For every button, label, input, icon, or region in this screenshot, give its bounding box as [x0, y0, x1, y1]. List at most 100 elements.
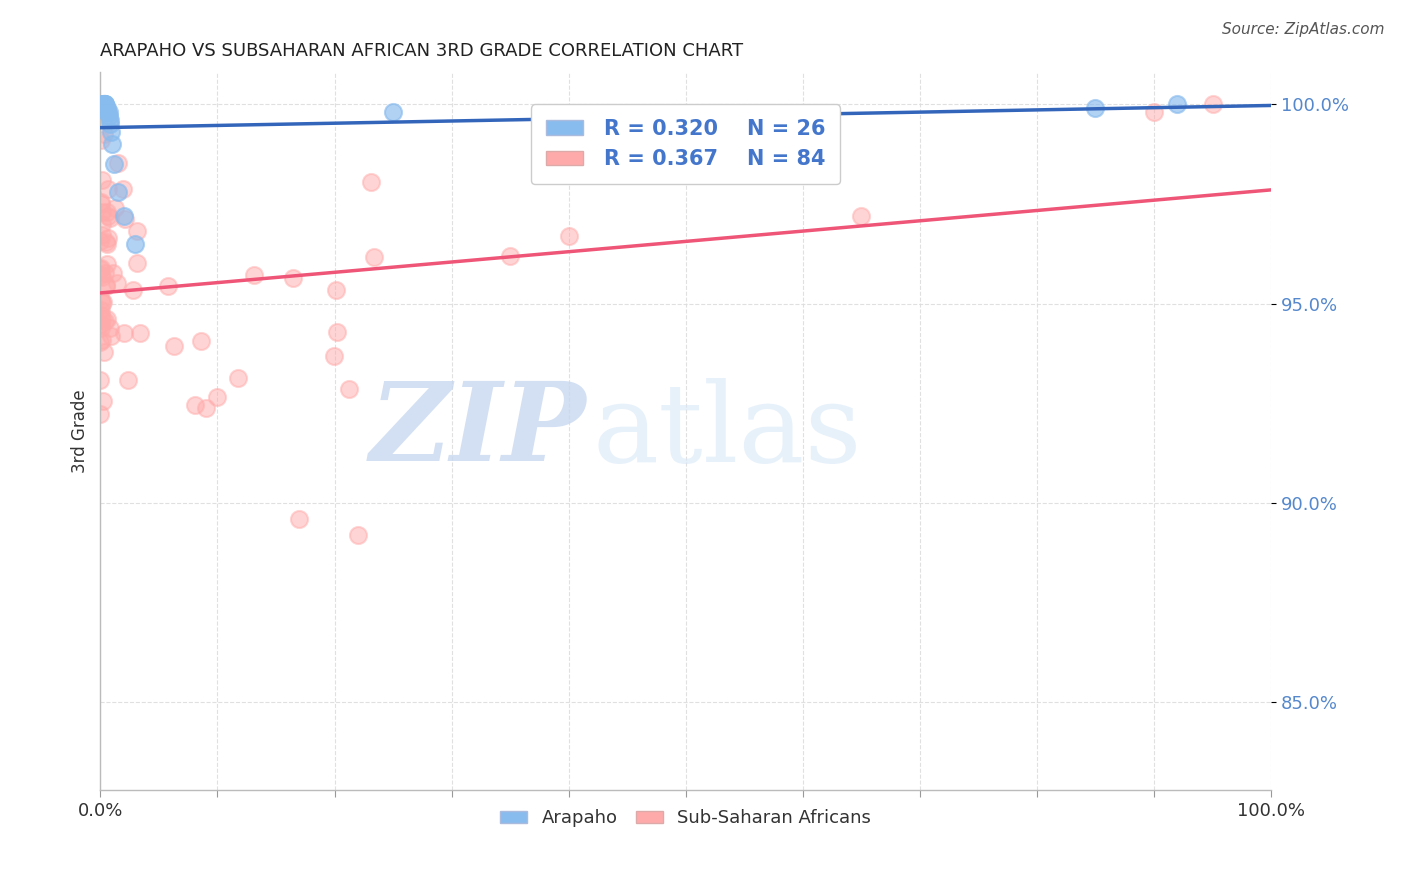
Point: [100, 211, 122, 225]
Point: [93, 97, 115, 112]
Point: [90, 333, 112, 347]
Point: [101, 266, 124, 280]
Point: [94, 278, 117, 293]
Point: [382, 105, 405, 120]
Point: [93, 345, 115, 359]
Point: [125, 256, 148, 270]
Point: [360, 175, 382, 189]
Point: [337, 382, 360, 396]
Point: [90, 309, 112, 323]
Point: [89, 373, 111, 387]
Point: [96, 101, 118, 115]
Point: [96, 257, 118, 271]
Point: [112, 326, 135, 340]
Point: [112, 182, 135, 196]
Point: [1084, 101, 1107, 115]
Point: [93, 97, 115, 112]
Text: ZIP: ZIP: [370, 377, 586, 485]
Point: [96, 101, 118, 115]
Point: [97, 209, 120, 223]
Text: atlas: atlas: [592, 377, 862, 484]
Point: [101, 137, 124, 152]
Point: [323, 349, 346, 363]
Point: [112, 209, 135, 223]
Point: [363, 251, 385, 265]
Point: [93, 97, 115, 112]
Point: [499, 249, 522, 263]
Point: [96, 312, 118, 326]
Point: [90, 317, 112, 331]
Point: [94, 267, 117, 281]
Point: [851, 209, 873, 223]
Point: [94, 314, 117, 328]
Point: [325, 325, 347, 339]
Point: [94, 97, 117, 112]
Y-axis label: 3rd Grade: 3rd Grade: [72, 390, 89, 473]
Point: [194, 401, 217, 415]
Point: [90, 293, 112, 308]
Point: [288, 512, 311, 526]
Legend: Arapaho, Sub-Saharan Africans: Arapaho, Sub-Saharan Africans: [494, 802, 879, 835]
Point: [96, 205, 118, 219]
Point: [97, 105, 120, 120]
Point: [242, 268, 264, 282]
Point: [93, 127, 115, 141]
Point: [127, 224, 149, 238]
Point: [107, 156, 129, 170]
Point: [90, 133, 112, 147]
Point: [96, 105, 118, 120]
Point: [90, 217, 112, 231]
Point: [94, 97, 117, 112]
Point: [163, 339, 186, 353]
Point: [91, 97, 114, 112]
Point: [98, 113, 121, 128]
Point: [91, 393, 114, 408]
Point: [124, 236, 146, 251]
Point: [107, 185, 129, 199]
Text: Source: ZipAtlas.com: Source: ZipAtlas.com: [1222, 22, 1385, 37]
Point: [96, 101, 118, 115]
Point: [91, 97, 114, 112]
Point: [90, 295, 112, 310]
Point: [90, 320, 112, 334]
Point: [89, 335, 111, 350]
Point: [94, 235, 117, 249]
Point: [90, 173, 112, 187]
Point: [557, 228, 579, 243]
Point: [100, 329, 122, 343]
Point: [91, 205, 114, 219]
Point: [207, 390, 229, 404]
Point: [1166, 97, 1188, 112]
Point: [114, 211, 136, 226]
Point: [90, 197, 112, 211]
Text: ARAPAHO VS SUBSAHARAN AFRICAN 3RD GRADE CORRELATION CHART: ARAPAHO VS SUBSAHARAN AFRICAN 3RD GRADE …: [100, 42, 744, 60]
Point: [184, 398, 207, 412]
Point: [103, 157, 125, 171]
Point: [89, 407, 111, 421]
Point: [90, 195, 112, 210]
Point: [347, 528, 370, 542]
Point: [96, 279, 118, 293]
Point: [98, 117, 121, 131]
Point: [94, 97, 117, 112]
Point: [129, 326, 152, 340]
Point: [100, 125, 122, 139]
Point: [90, 302, 112, 317]
Point: [105, 277, 128, 291]
Point: [157, 278, 180, 293]
Point: [89, 234, 111, 248]
Point: [91, 227, 114, 242]
Point: [104, 201, 127, 215]
Point: [283, 271, 305, 285]
Point: [96, 101, 118, 115]
Point: [96, 236, 118, 251]
Point: [117, 373, 139, 387]
Point: [97, 231, 120, 245]
Point: [90, 268, 112, 282]
Point: [325, 284, 347, 298]
Point: [91, 311, 114, 326]
Point: [226, 371, 249, 385]
Point: [98, 320, 121, 334]
Point: [97, 109, 120, 123]
Point: [1201, 97, 1223, 112]
